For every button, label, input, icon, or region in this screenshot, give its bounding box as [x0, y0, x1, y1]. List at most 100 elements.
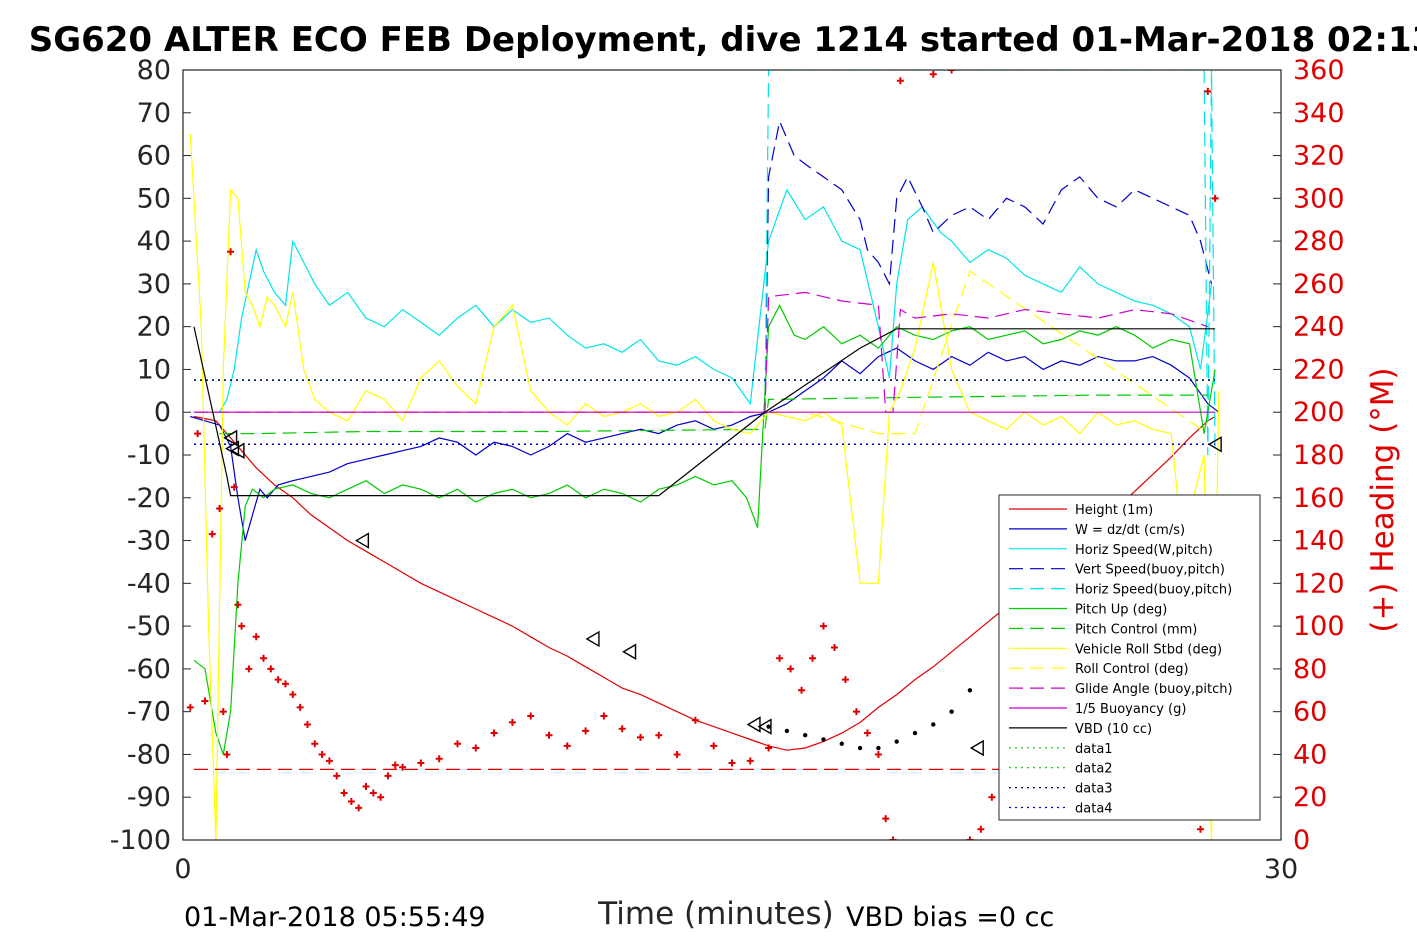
- heading-point: [340, 789, 348, 797]
- heading-point: [863, 729, 871, 737]
- legend-label: Pitch Control (mm): [1075, 622, 1197, 637]
- footer-vbd-bias: VBD bias =0 cc: [846, 902, 1054, 933]
- heading-point: [230, 483, 238, 491]
- heading-point: [1211, 194, 1219, 202]
- heading-point: [281, 680, 289, 688]
- triangle-marker: [746, 716, 761, 733]
- legend-label: data3: [1075, 782, 1113, 797]
- heading-point: [545, 731, 553, 739]
- series-horiz-speed-w-pitch: [219, 188, 1213, 413]
- legend-label: Vehicle Roll Stbd (deg): [1075, 642, 1222, 657]
- heading-point: [219, 708, 227, 716]
- y-left-tick-label: -60: [127, 654, 171, 685]
- heading-point: [889, 836, 897, 840]
- heading-point: [333, 772, 341, 780]
- heading-point: [527, 712, 535, 720]
- apogee-point: [967, 688, 973, 693]
- legend-label: data1: [1075, 742, 1113, 757]
- heading-point: [798, 686, 806, 694]
- heading-point: [194, 430, 202, 438]
- y-left-tick-label: 60: [137, 141, 171, 172]
- y-right-tick-label: 260: [1293, 269, 1345, 300]
- y-left-tick-label: -10: [127, 440, 171, 471]
- apogee-point: [912, 730, 918, 736]
- y-left-tick-label: 80: [137, 55, 171, 86]
- apogee-point: [931, 722, 936, 727]
- heading-point: [454, 740, 461, 748]
- triangle-marker: [622, 643, 637, 660]
- heading-point: [318, 750, 326, 758]
- series-vehicle-roll-stbd-deg: [189, 134, 1220, 840]
- heading-point: [384, 772, 392, 780]
- legend-label: data2: [1075, 762, 1113, 777]
- heading-point: [765, 744, 773, 752]
- heading-point: [435, 755, 443, 763]
- y-right-tick-label: 60: [1293, 697, 1327, 728]
- legend-label: Roll Control (deg): [1075, 662, 1189, 677]
- heading-point: [728, 759, 736, 767]
- legend-label: VBD (10 cc): [1075, 722, 1152, 737]
- triangle-marker: [1207, 436, 1222, 453]
- heading-point: [252, 633, 260, 641]
- y-right-tick-label: 160: [1293, 483, 1345, 514]
- heading-point: [377, 793, 385, 801]
- heading-point: [391, 761, 399, 769]
- y-right-tick-label: 200: [1293, 397, 1345, 428]
- heading-point: [245, 665, 253, 673]
- triangle-marker: [969, 739, 984, 757]
- apogee-point: [803, 732, 808, 738]
- y-right-tick-label: 80: [1293, 654, 1327, 685]
- heading-point: [882, 815, 890, 823]
- apogee-point: [857, 745, 863, 751]
- heading-point: [820, 622, 827, 630]
- heading-point: [809, 654, 817, 662]
- heading-point: [417, 759, 425, 767]
- heading-point: [710, 742, 718, 750]
- heading-point: [508, 718, 516, 726]
- y-left-tick-label: 30: [137, 269, 171, 300]
- plot-frame: [182, 69, 1282, 841]
- heading-point: [201, 697, 209, 705]
- triangle-marker: [225, 440, 240, 457]
- legend: Height (1m) W = dz/dt (cm/s) Horiz Speed(W…: [998, 494, 1261, 821]
- y-right-tick-label: 120: [1293, 568, 1345, 599]
- series-w-dz-dt-cm-s: [190, 347, 1220, 541]
- heading-point: [948, 70, 956, 74]
- heading-point: [896, 77, 904, 85]
- y-left-tick-label: 50: [137, 183, 171, 214]
- series-horiz-speed-buoy-pitch: [764, 70, 1216, 456]
- y-right-tick-label: 220: [1293, 354, 1345, 385]
- y-right-tick-label: 300: [1293, 183, 1345, 214]
- heading-point: [746, 757, 754, 765]
- y-right-tick-label: 100: [1293, 611, 1345, 642]
- legend-label: W = dz/dt (cm/s): [1075, 523, 1185, 538]
- heading-point: [260, 654, 268, 662]
- triangle-marker: [230, 442, 245, 459]
- heading-point: [563, 742, 571, 750]
- y-left-tick-label: -20: [127, 483, 171, 514]
- series-vbd-10-cc: [193, 326, 1216, 497]
- heading-point: [787, 665, 795, 673]
- heading-point: [988, 793, 996, 801]
- legend-label: Horiz Speed(buoy,pitch): [1075, 583, 1232, 598]
- y-right-tick-label: 140: [1293, 526, 1345, 557]
- footer-timestamp: 01-Mar-2018 05:55:49: [184, 902, 486, 933]
- y-right-tick-label: 180: [1293, 440, 1345, 471]
- y-right-tick-label: 240: [1293, 312, 1345, 343]
- heading-point: [311, 740, 319, 748]
- heading-point: [347, 798, 355, 805]
- y-right-tick-label: 20: [1293, 782, 1327, 813]
- x-tick-label: 30: [1264, 854, 1298, 885]
- heading-point: [208, 530, 216, 538]
- legend-label: Horiz Speed(W,pitch): [1075, 543, 1213, 558]
- apogee-point: [894, 739, 899, 744]
- heading-point: [582, 727, 590, 735]
- y-right-tick-label: 280: [1293, 226, 1345, 257]
- heading-point: [296, 703, 304, 711]
- heading-point: [655, 731, 663, 739]
- heading-point: [1204, 87, 1212, 95]
- legend-label: 1/5 Buoyancy (g): [1075, 702, 1186, 717]
- marker-layer: [186, 70, 1222, 840]
- heading-point: [830, 644, 838, 651]
- y-left-tick-label: -50: [127, 611, 171, 642]
